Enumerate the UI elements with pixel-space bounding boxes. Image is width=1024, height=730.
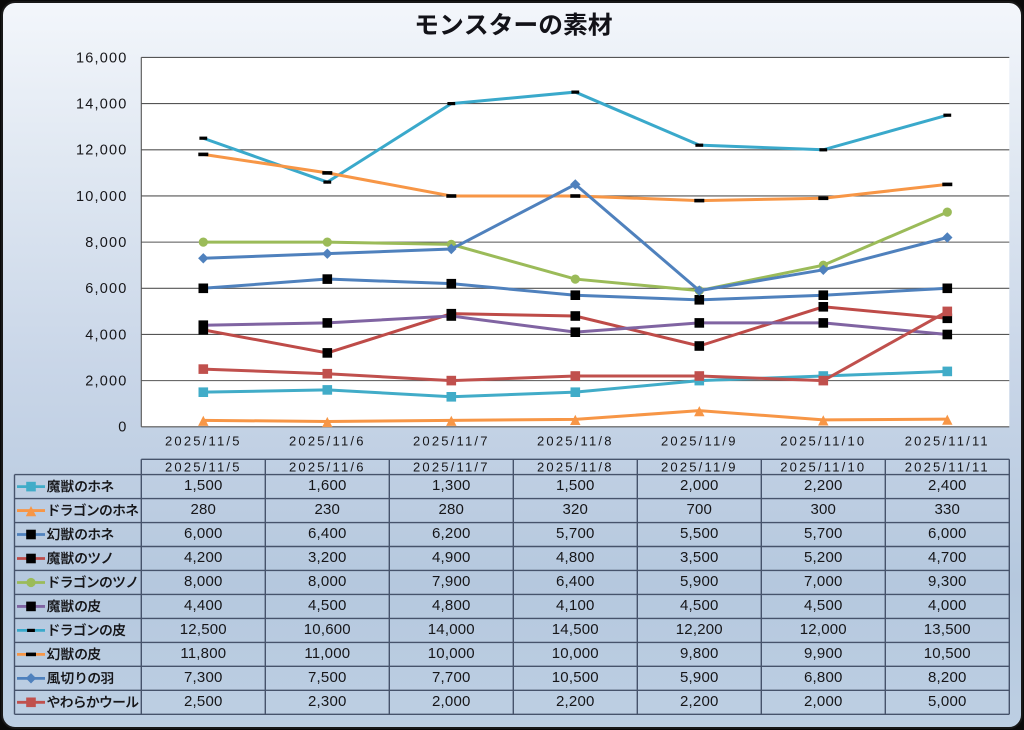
- svg-text:11,800: 11,800: [180, 645, 226, 662]
- svg-text:6,400: 6,400: [308, 525, 347, 542]
- svg-text:330: 330: [934, 501, 960, 518]
- svg-text:2,000: 2,000: [804, 693, 843, 710]
- svg-text:280: 280: [190, 501, 216, 518]
- svg-text:4,800: 4,800: [432, 597, 471, 614]
- svg-text:16,000: 16,000: [76, 50, 128, 66]
- svg-text:13,500: 13,500: [924, 621, 971, 638]
- svg-text:4,100: 4,100: [556, 597, 595, 614]
- svg-text:1,300: 1,300: [432, 477, 471, 494]
- svg-text:2025/11/7: 2025/11/7: [413, 434, 490, 449]
- svg-text:2,000: 2,000: [85, 374, 127, 390]
- svg-text:7,900: 7,900: [432, 573, 471, 590]
- svg-text:230: 230: [314, 501, 340, 518]
- svg-text:2025/11/9: 2025/11/9: [661, 434, 738, 449]
- svg-text:4,000: 4,000: [928, 597, 967, 614]
- svg-text:10,600: 10,600: [304, 621, 351, 638]
- svg-text:8,000: 8,000: [85, 235, 127, 251]
- svg-text:2025/11/7: 2025/11/7: [413, 459, 490, 474]
- svg-text:9,800: 9,800: [680, 645, 719, 662]
- svg-text:7,500: 7,500: [308, 669, 347, 686]
- svg-text:1,500: 1,500: [556, 477, 595, 494]
- svg-text:2,400: 2,400: [928, 477, 967, 494]
- svg-text:8,000: 8,000: [184, 573, 223, 590]
- svg-text:6,000: 6,000: [184, 525, 223, 542]
- svg-text:6,200: 6,200: [432, 525, 471, 542]
- svg-text:2025/11/5: 2025/11/5: [165, 434, 242, 449]
- svg-text:10,000: 10,000: [428, 645, 475, 662]
- svg-text:5,900: 5,900: [680, 669, 719, 686]
- svg-text:2025/11/5: 2025/11/5: [165, 459, 242, 474]
- svg-text:320: 320: [562, 501, 588, 518]
- svg-text:10,500: 10,500: [552, 669, 599, 686]
- svg-text:4,500: 4,500: [804, 597, 843, 614]
- svg-text:12,000: 12,000: [76, 143, 128, 159]
- svg-text:2,000: 2,000: [432, 693, 471, 710]
- svg-text:7,700: 7,700: [432, 669, 471, 686]
- svg-text:4,500: 4,500: [308, 597, 347, 614]
- svg-text:2025/11/11: 2025/11/11: [905, 434, 990, 449]
- svg-text:12,000: 12,000: [800, 621, 847, 638]
- svg-text:280: 280: [438, 501, 464, 518]
- svg-text:2,200: 2,200: [680, 693, 719, 710]
- svg-text:14,000: 14,000: [76, 97, 128, 113]
- svg-text:6,400: 6,400: [556, 573, 595, 590]
- svg-text:4,900: 4,900: [432, 549, 471, 566]
- svg-text:700: 700: [686, 501, 712, 518]
- svg-text:5,200: 5,200: [804, 549, 843, 566]
- svg-text:2025/11/11: 2025/11/11: [905, 459, 990, 474]
- svg-text:0: 0: [118, 420, 127, 436]
- svg-text:12,200: 12,200: [676, 621, 723, 638]
- svg-text:6,000: 6,000: [85, 281, 127, 297]
- svg-text:5,900: 5,900: [680, 573, 719, 590]
- svg-text:1,600: 1,600: [308, 477, 347, 494]
- svg-text:8,000: 8,000: [308, 573, 347, 590]
- svg-text:8,200: 8,200: [928, 669, 967, 686]
- svg-text:4,200: 4,200: [184, 549, 223, 566]
- svg-text:6,800: 6,800: [804, 669, 843, 686]
- svg-text:2,200: 2,200: [556, 693, 595, 710]
- svg-text:3,500: 3,500: [680, 549, 719, 566]
- svg-text:1,500: 1,500: [184, 477, 223, 494]
- svg-text:9,900: 9,900: [804, 645, 843, 662]
- svg-text:300: 300: [810, 501, 836, 518]
- svg-text:4,700: 4,700: [928, 549, 967, 566]
- svg-text:2025/11/9: 2025/11/9: [661, 459, 738, 474]
- svg-text:5,700: 5,700: [556, 525, 595, 542]
- svg-text:2025/11/8: 2025/11/8: [537, 434, 614, 449]
- svg-text:10,500: 10,500: [924, 645, 971, 662]
- svg-text:4,800: 4,800: [556, 549, 595, 566]
- svg-text:5,000: 5,000: [928, 693, 967, 710]
- svg-text:2025/11/6: 2025/11/6: [289, 434, 366, 449]
- svg-text:7,300: 7,300: [184, 669, 223, 686]
- svg-text:14,500: 14,500: [552, 621, 599, 638]
- svg-text:2025/11/10: 2025/11/10: [780, 434, 866, 449]
- svg-text:10,000: 10,000: [76, 189, 128, 205]
- svg-text:5,500: 5,500: [680, 525, 719, 542]
- svg-text:2,500: 2,500: [184, 693, 223, 710]
- svg-text:2,200: 2,200: [804, 477, 843, 494]
- svg-text:6,000: 6,000: [928, 525, 967, 542]
- svg-text:4,400: 4,400: [184, 597, 223, 614]
- svg-text:3,200: 3,200: [308, 549, 347, 566]
- svg-text:2,000: 2,000: [680, 477, 719, 494]
- svg-text:2025/11/6: 2025/11/6: [289, 459, 366, 474]
- svg-text:2,300: 2,300: [308, 693, 347, 710]
- svg-text:12,500: 12,500: [180, 621, 227, 638]
- svg-text:4,500: 4,500: [680, 597, 719, 614]
- svg-text:11,000: 11,000: [304, 645, 350, 662]
- svg-text:10,000: 10,000: [552, 645, 599, 662]
- svg-text:4,000: 4,000: [85, 327, 127, 343]
- svg-text:5,700: 5,700: [804, 525, 843, 542]
- svg-text:2025/11/10: 2025/11/10: [780, 459, 866, 474]
- svg-text:14,000: 14,000: [428, 621, 475, 638]
- svg-text:2025/11/8: 2025/11/8: [537, 459, 614, 474]
- svg-text:9,300: 9,300: [928, 573, 967, 590]
- svg-text:7,000: 7,000: [804, 573, 843, 590]
